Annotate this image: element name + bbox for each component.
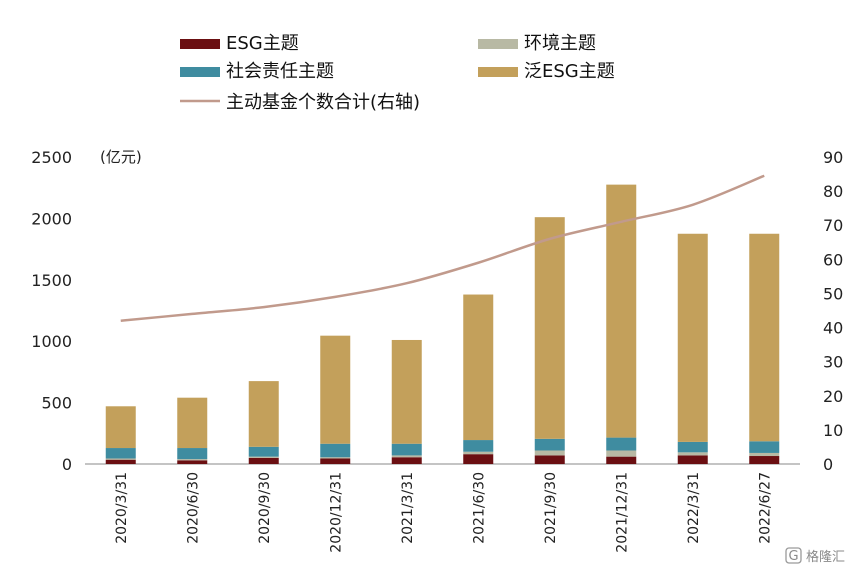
y2-tick-label: 40 [823,319,843,338]
watermark: G 格隆汇 [785,547,845,565]
y-tick-label: 1500 [31,271,72,290]
bar-segment [606,456,637,464]
y2-tick-label: 10 [823,421,843,440]
bar-segment [677,233,708,442]
bars [105,184,780,464]
bar-segment [534,438,565,451]
bar-segment [105,448,136,459]
bar-segment [320,458,351,464]
bar-segment [248,456,279,458]
bar-segment [749,233,780,442]
y2-tick-label: 50 [823,284,843,303]
bar-segment [677,441,708,453]
bar-segment [749,441,780,453]
legend-label: 环境主题 [524,33,596,54]
bar-segment [105,406,136,449]
bar-segment [105,459,136,464]
x-tick-label: 2020/6/30 [185,472,201,544]
y-tick-label: 500 [41,394,72,413]
x-tick-label: 2021/6/30 [471,472,487,544]
legend-label: 泛ESG主题 [524,61,615,82]
y2-tick-label: 30 [823,353,843,372]
bar-segment [749,452,780,457]
y-tick-label: 0 [62,455,72,474]
bar-segment [177,397,208,449]
bar-segment [177,459,208,461]
y2-tick-label: 80 [823,182,843,201]
legend-swatch [180,67,220,77]
legend-label: ESG主题 [226,33,299,54]
x-tick-label: 2020/12/31 [328,472,344,553]
y-tick-label: 1000 [31,332,72,351]
y-tick-label: 2000 [31,209,72,228]
y2-tick-label: 70 [823,216,843,235]
x-tick-label: 2020/9/30 [257,472,273,544]
bar-segment [391,455,422,458]
bar-segment [320,457,351,459]
y-axis-unit-label: (亿元) [100,148,142,166]
bar-segment [463,451,494,455]
axes: 0 500 1000 1500 2000 2500 0 10 20 30 40 50 60 70 80 90 [31,148,843,474]
category-labels: 2020/3/31 2020/6/30 2020/9/30 2020/12/31 202… [114,472,774,553]
watermark-logo-glyph: G [788,549,798,564]
bar-segment [606,450,637,457]
x-tick-label: 2022/3/31 [686,472,702,544]
bar-segment [463,454,494,464]
x-tick-label: 2021/12/31 [614,472,630,553]
bar-segment [677,452,708,456]
y2-tick-label: 60 [823,250,843,269]
y2-tick-label: 0 [823,455,833,474]
x-tick-label: 2021/9/30 [543,472,559,544]
bar-segment [248,446,279,457]
line-series-path [120,174,765,322]
bar-segment [177,448,208,460]
x-tick-label: 2021/3/31 [400,472,416,544]
bar-segment [248,381,279,447]
legend-label: 社会责任主题 [226,61,334,82]
bar-segment [320,335,351,444]
bar-segment [391,457,422,464]
y2-tick-label: 20 [823,387,843,406]
bar-segment [749,456,780,464]
bar-segment [677,455,708,464]
bar-segment [248,457,279,464]
bar-segment [320,443,351,458]
bar-segment [177,460,208,464]
bar-segment [391,443,422,456]
y2-tick-label: 90 [823,148,843,167]
bar-segment [534,217,565,439]
x-tick-label: 2022/6/27 [757,472,773,544]
legend-swatch [180,39,220,49]
bar-segment [606,184,637,438]
legend-label: 主动基金个数合计(右轴) [226,92,420,113]
legend-swatch [478,67,518,77]
bar-segment [105,458,136,460]
bar-segment [606,437,637,451]
bar-segment [463,440,494,452]
watermark-text: 格隆汇 [806,549,845,565]
y-tick-label: 2500 [31,148,72,167]
legend-swatch [478,39,518,49]
bar-segment [391,339,422,444]
watermark-logo-icon [785,547,802,564]
bar-segment [534,455,565,464]
x-tick-label: 2020/3/31 [114,472,130,544]
line-series [120,174,765,322]
bar-segment [534,450,565,456]
bar-segment [463,294,494,441]
